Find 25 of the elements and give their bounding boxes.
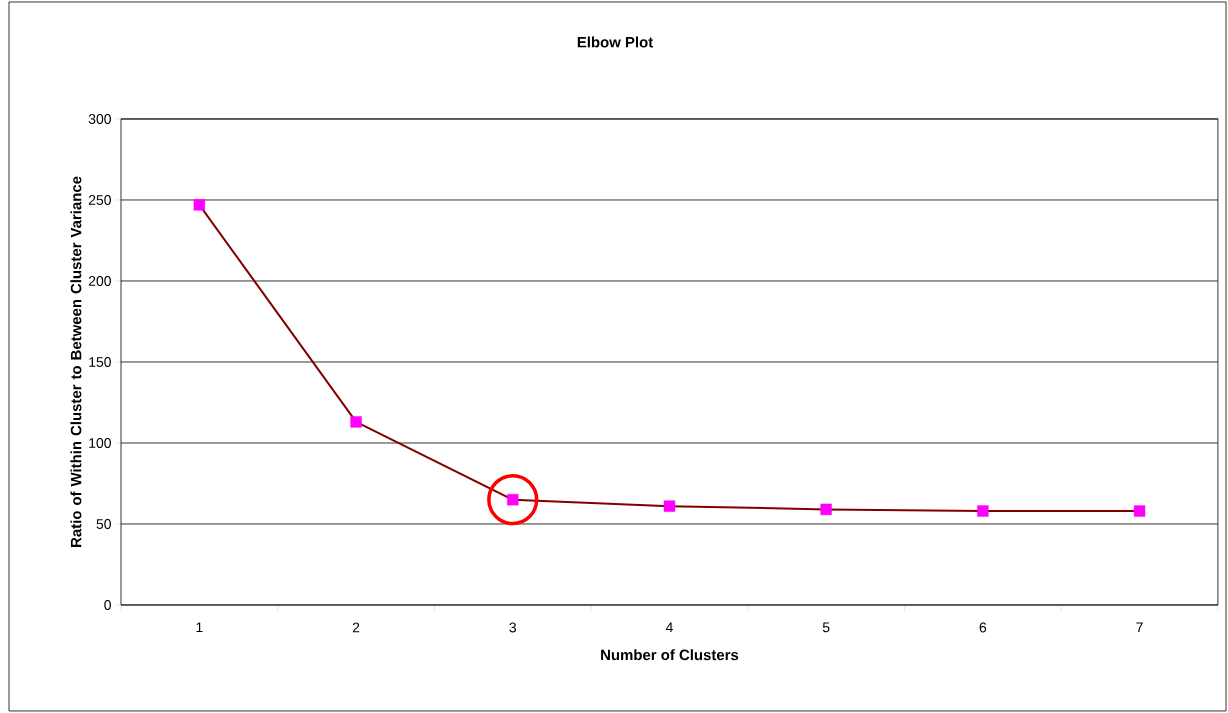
x-tick-label: 4	[665, 622, 673, 633]
point	[977, 505, 989, 517]
point	[487, 474, 539, 526]
y-tick-label: 250	[88, 195, 111, 205]
point	[663, 500, 676, 512]
y-axis-title: Ratio of Within Cluster to Between Cluster Variance	[70, 176, 82, 547]
point	[820, 503, 832, 516]
point	[1133, 505, 1146, 517]
x-tick-label: 2	[352, 622, 360, 633]
y-tick-label: 50	[96, 519, 111, 529]
y-tick-label: 300	[88, 114, 111, 124]
y-tick-label: 150	[89, 357, 111, 367]
x-tick-label: 6	[979, 622, 987, 633]
y-tick-label: 100	[89, 438, 111, 448]
point	[507, 494, 519, 506]
point	[193, 199, 206, 211]
x-tick-label: 7	[1136, 622, 1143, 633]
y-tick-label: 200	[88, 276, 111, 286]
x-axis-title: Number of Clusters	[601, 649, 739, 661]
x-tick-label: 1	[196, 622, 203, 633]
x-tick-label: 3	[509, 622, 517, 633]
point	[350, 416, 362, 428]
y-tick-label: 0	[104, 600, 111, 610]
chart-title: Elbow Plot	[577, 36, 654, 48]
x-tick-label: 5	[822, 622, 830, 633]
